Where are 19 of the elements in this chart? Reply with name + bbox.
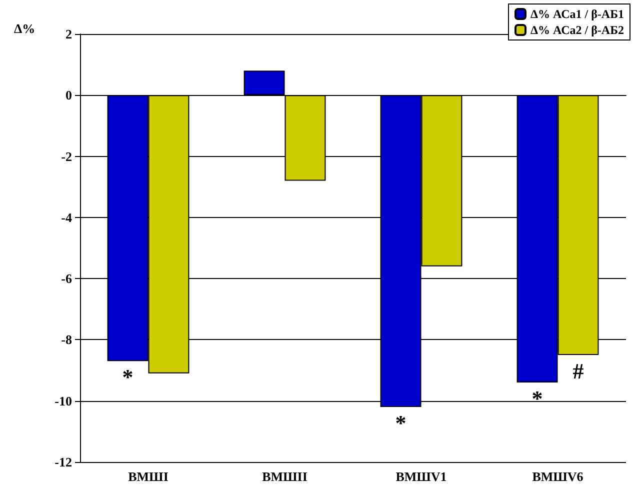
x-tick-label: ВМШV6 bbox=[532, 469, 584, 484]
annotation: * bbox=[122, 364, 134, 390]
y-tick-label: -10 bbox=[54, 393, 72, 408]
y-tick-label: -8 bbox=[61, 332, 72, 348]
y-tick-label: -12 bbox=[54, 454, 72, 470]
y-tick-label: 2 bbox=[66, 26, 72, 42]
annotation: # bbox=[572, 358, 584, 384]
x-tick-label: ВМШI bbox=[128, 469, 168, 484]
annotation: * bbox=[532, 386, 543, 412]
y-tick-label: 0 bbox=[66, 88, 72, 103]
annotation: * bbox=[395, 410, 406, 436]
x-tick-label: ВМШII bbox=[262, 469, 308, 484]
legend-label: Δ% АСа2 / β-АБ2 bbox=[530, 23, 624, 37]
y-axis-title: Δ% bbox=[14, 21, 36, 36]
y-tick-label: -4 bbox=[61, 210, 72, 225]
y-tick-label: -6 bbox=[61, 271, 72, 286]
y-tick-label: -2 bbox=[61, 148, 72, 164]
legend-label: Δ% АСа1 / β-АБ1 bbox=[530, 7, 624, 21]
x-tick-label: ВМШV1 bbox=[396, 469, 447, 484]
